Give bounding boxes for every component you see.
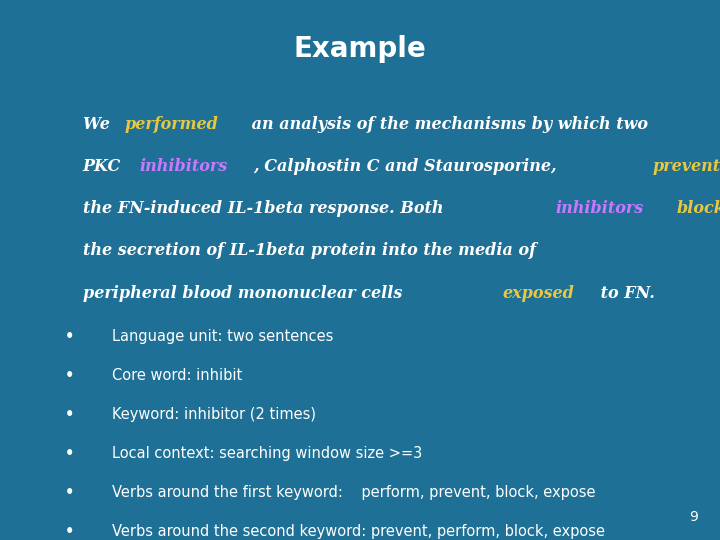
- Text: 9: 9: [690, 510, 698, 524]
- Text: the FN-induced IL-1beta response. Both: the FN-induced IL-1beta response. Both: [83, 200, 449, 217]
- Text: the secretion of IL-1beta protein into the media of: the secretion of IL-1beta protein into t…: [83, 242, 536, 259]
- Text: inhibitors: inhibitors: [140, 158, 228, 175]
- Text: •: •: [65, 446, 74, 461]
- Text: Keyword: inhibitor (2 times): Keyword: inhibitor (2 times): [112, 407, 315, 422]
- Text: , Calphostin C and Staurosporine,: , Calphostin C and Staurosporine,: [253, 158, 562, 175]
- Text: We: We: [83, 116, 115, 133]
- Text: •: •: [65, 524, 74, 539]
- Text: Example: Example: [294, 35, 426, 63]
- Text: performed: performed: [125, 116, 219, 133]
- Text: •: •: [65, 485, 74, 500]
- Text: prevent: prevent: [652, 158, 720, 175]
- Text: Verbs around the first keyword:    perform, prevent, block, expose: Verbs around the first keyword: perform,…: [112, 485, 595, 500]
- Text: •: •: [65, 329, 74, 345]
- Text: Core word: inhibit: Core word: inhibit: [112, 368, 242, 383]
- Text: Local context: searching window size >=3: Local context: searching window size >=3: [112, 446, 422, 461]
- Text: Language unit: two sentences: Language unit: two sentences: [112, 329, 333, 345]
- Text: an analysis of the mechanisms by which two: an analysis of the mechanisms by which t…: [246, 116, 648, 133]
- Text: •: •: [65, 407, 74, 422]
- Text: to FN.: to FN.: [595, 285, 654, 301]
- Text: Verbs around the second keyword: prevent, perform, block, expose: Verbs around the second keyword: prevent…: [112, 524, 605, 539]
- Text: PKC: PKC: [83, 158, 127, 175]
- Text: inhibitors: inhibitors: [555, 200, 644, 217]
- Text: peripheral blood mononuclear cells: peripheral blood mononuclear cells: [83, 285, 408, 301]
- Text: •: •: [65, 368, 74, 383]
- Text: exposed: exposed: [502, 285, 574, 301]
- Text: blocked: blocked: [676, 200, 720, 217]
